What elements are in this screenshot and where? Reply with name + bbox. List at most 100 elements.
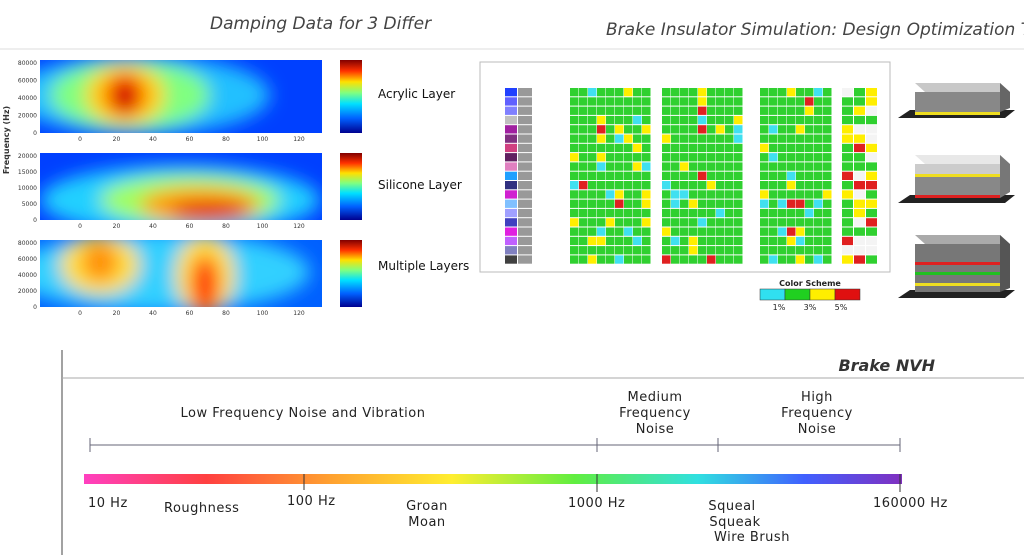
cell	[716, 134, 725, 143]
cell	[725, 218, 734, 227]
cell	[624, 143, 633, 153]
cell	[698, 181, 707, 190]
x-tick-label: 40	[149, 310, 157, 317]
cell	[707, 208, 716, 218]
cell	[796, 181, 805, 190]
cell	[518, 255, 532, 264]
cell	[707, 246, 716, 255]
cell	[823, 190, 832, 199]
cell	[707, 153, 716, 162]
cell	[760, 181, 769, 190]
x-tick-label: 120	[293, 310, 305, 317]
cell	[662, 181, 671, 190]
cell	[689, 255, 698, 264]
cell	[805, 97, 814, 106]
cell	[814, 218, 823, 227]
cell	[805, 106, 814, 115]
cell	[597, 153, 606, 162]
cell	[698, 246, 707, 255]
cell	[805, 255, 814, 264]
cell	[662, 162, 671, 171]
cell	[597, 88, 606, 97]
cell	[716, 208, 725, 218]
cell	[734, 162, 743, 171]
cell	[823, 153, 832, 162]
cell	[707, 106, 716, 115]
left-title: Damping Data for 3 Differ	[210, 14, 432, 34]
cell	[778, 236, 787, 246]
cell	[796, 236, 805, 246]
cell	[570, 88, 579, 97]
cell	[805, 125, 814, 134]
cell	[680, 88, 689, 97]
cell	[662, 218, 671, 227]
y-tick-label: 40000	[18, 272, 37, 279]
cell	[606, 162, 615, 171]
cell	[769, 190, 778, 199]
cell	[633, 125, 642, 134]
cell	[854, 162, 865, 171]
cell	[769, 227, 778, 236]
cell	[842, 246, 853, 255]
x-tick-label: 40	[149, 136, 157, 143]
cell	[689, 134, 698, 143]
cell	[716, 246, 725, 255]
cell	[823, 115, 832, 125]
cell	[796, 218, 805, 227]
cell	[624, 125, 633, 134]
cell	[866, 218, 877, 227]
cell	[778, 246, 787, 255]
cell	[707, 227, 716, 236]
cell	[606, 218, 615, 227]
cell	[707, 97, 716, 106]
cell	[842, 199, 853, 208]
cell	[633, 236, 642, 246]
cell	[615, 106, 624, 115]
cell	[662, 255, 671, 264]
cell	[633, 134, 642, 143]
cell	[505, 162, 517, 171]
cell	[842, 97, 853, 106]
frequency-spectrum	[84, 474, 902, 484]
cell	[707, 181, 716, 190]
cell	[842, 88, 853, 97]
cell	[866, 153, 877, 162]
cell	[707, 199, 716, 208]
cell	[642, 106, 651, 115]
cell	[689, 88, 698, 97]
cell	[633, 218, 642, 227]
cell	[805, 143, 814, 153]
cell	[570, 106, 579, 115]
colorbar	[340, 240, 362, 307]
cell	[680, 143, 689, 153]
cell	[778, 125, 787, 134]
cell	[854, 199, 865, 208]
cell	[642, 236, 651, 246]
cell	[633, 88, 642, 97]
cell	[769, 162, 778, 171]
cell	[633, 181, 642, 190]
cell	[787, 125, 796, 134]
cell	[866, 143, 877, 153]
cell	[760, 115, 769, 125]
cell	[778, 115, 787, 125]
cell	[866, 208, 877, 218]
cell	[814, 115, 823, 125]
cell	[615, 134, 624, 143]
cell	[707, 255, 716, 264]
cell	[570, 227, 579, 236]
cell	[716, 171, 725, 180]
cell	[805, 246, 814, 255]
cell	[579, 227, 588, 236]
cell	[615, 218, 624, 227]
heatmap-acrylic	[40, 60, 322, 133]
cell	[769, 255, 778, 264]
cell	[787, 208, 796, 218]
cell	[597, 125, 606, 134]
cell	[760, 227, 769, 236]
cell	[588, 218, 597, 227]
swatch	[784, 288, 811, 301]
cell	[597, 106, 606, 115]
cell	[624, 153, 633, 162]
cell	[778, 153, 787, 162]
